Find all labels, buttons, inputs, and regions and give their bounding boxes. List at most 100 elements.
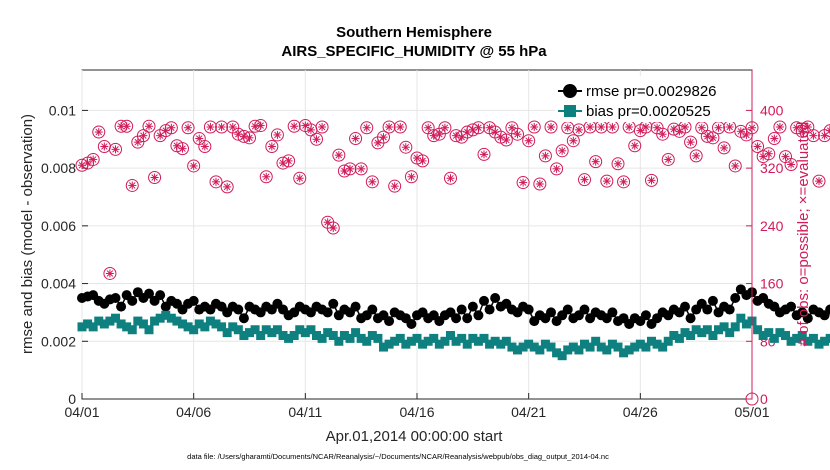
bias-point	[674, 333, 684, 343]
y-tick-label: 0.01	[49, 102, 76, 118]
obs-marker	[142, 119, 156, 133]
bias-point	[697, 328, 707, 338]
bias-point	[250, 325, 260, 335]
bias-point	[233, 325, 243, 335]
obs-marker	[611, 157, 625, 171]
y-tick-label-right: 0	[760, 391, 768, 407]
bias-point	[150, 316, 160, 326]
obs-marker	[209, 175, 223, 189]
bias-point	[228, 322, 238, 332]
rmse-point	[328, 298, 339, 309]
bias-point	[797, 331, 807, 341]
obs-marker	[477, 147, 491, 161]
bias-point	[736, 313, 746, 323]
bias-point	[691, 325, 701, 335]
bias-point	[786, 336, 796, 346]
bias-point	[99, 319, 109, 329]
obs-marker	[806, 129, 820, 143]
bias-point	[825, 333, 830, 343]
bias-point	[624, 345, 634, 355]
rmse-point	[490, 292, 501, 303]
bias-point	[446, 331, 455, 341]
bias-point	[658, 342, 668, 352]
rmse-point	[523, 304, 534, 315]
rmse-point	[825, 304, 830, 315]
obs-marker	[645, 173, 658, 187]
bias-point	[133, 316, 143, 326]
rmse-point	[730, 292, 741, 303]
bias-point	[775, 328, 785, 338]
bias-point	[379, 342, 388, 352]
rmse-point	[456, 304, 467, 315]
x-tick-label: 04/26	[623, 404, 658, 420]
obs-marker	[148, 171, 162, 185]
obs-marker	[326, 221, 340, 235]
obs-marker	[511, 127, 524, 141]
bias-point	[652, 339, 662, 349]
bias-point	[457, 333, 467, 343]
obs-marker	[388, 179, 402, 193]
bias-point	[434, 339, 444, 349]
x-axis: 04/01 04/06 04/11 04/16 04/21 04/26 05/01	[64, 393, 770, 420]
obs-marker	[717, 141, 731, 155]
obs-marker	[293, 171, 307, 185]
legend-rmse-marker	[563, 84, 577, 98]
obs-marker	[120, 119, 134, 133]
rmse-point	[127, 295, 138, 306]
rmse-point	[462, 313, 473, 324]
bias-point	[529, 342, 539, 352]
obs-marker	[365, 175, 379, 189]
bias-point	[596, 342, 606, 352]
obs-marker	[399, 140, 413, 154]
bias-point	[356, 333, 366, 343]
obs-marker	[354, 162, 368, 176]
rmse-series	[77, 284, 830, 329]
x-tick-label: 04/11	[288, 404, 322, 420]
rmse-point	[640, 310, 651, 321]
bias-point	[602, 345, 612, 355]
bias-point	[384, 339, 394, 349]
legend-bias-label: bias pr=0.0020525	[586, 103, 711, 120]
bias-point	[462, 339, 472, 349]
bias-point	[122, 322, 132, 332]
obs-marker	[86, 152, 100, 166]
bias-point	[401, 339, 411, 349]
bias-point	[580, 339, 589, 349]
obs-marker	[706, 131, 720, 145]
obs-marker	[544, 120, 558, 134]
obs-marker	[661, 152, 675, 166]
rmse-point	[188, 295, 199, 306]
obs-marker	[522, 134, 536, 148]
x-tick-label: 04/21	[511, 404, 546, 420]
rmse-point	[707, 295, 718, 306]
rmse-point	[384, 316, 395, 327]
obs-marker	[103, 266, 117, 280]
bias-point	[423, 336, 433, 346]
obs-marker	[533, 177, 547, 191]
obs-marker	[215, 120, 229, 134]
y-tick-label-right: 400	[760, 102, 784, 118]
bias-point	[222, 328, 232, 338]
bias-point	[663, 336, 673, 346]
bias-point	[585, 342, 595, 352]
bias-point	[390, 336, 400, 346]
obs-marker	[360, 121, 374, 135]
y-tick-label: 0.006	[41, 218, 76, 234]
obs-marker	[566, 134, 580, 148]
bias-point	[803, 336, 813, 346]
bias-point	[351, 328, 361, 338]
bias-point	[513, 345, 522, 355]
rmse-point	[680, 301, 690, 312]
bias-point	[111, 313, 120, 323]
bias-point	[200, 322, 210, 332]
rmse-point	[350, 301, 361, 312]
bias-point	[557, 351, 567, 361]
obs-marker	[689, 149, 703, 163]
bias-point	[295, 325, 305, 335]
bias-point	[719, 322, 729, 332]
bias-point	[669, 331, 679, 341]
obs-marker	[471, 121, 485, 135]
bias-point	[155, 313, 165, 323]
